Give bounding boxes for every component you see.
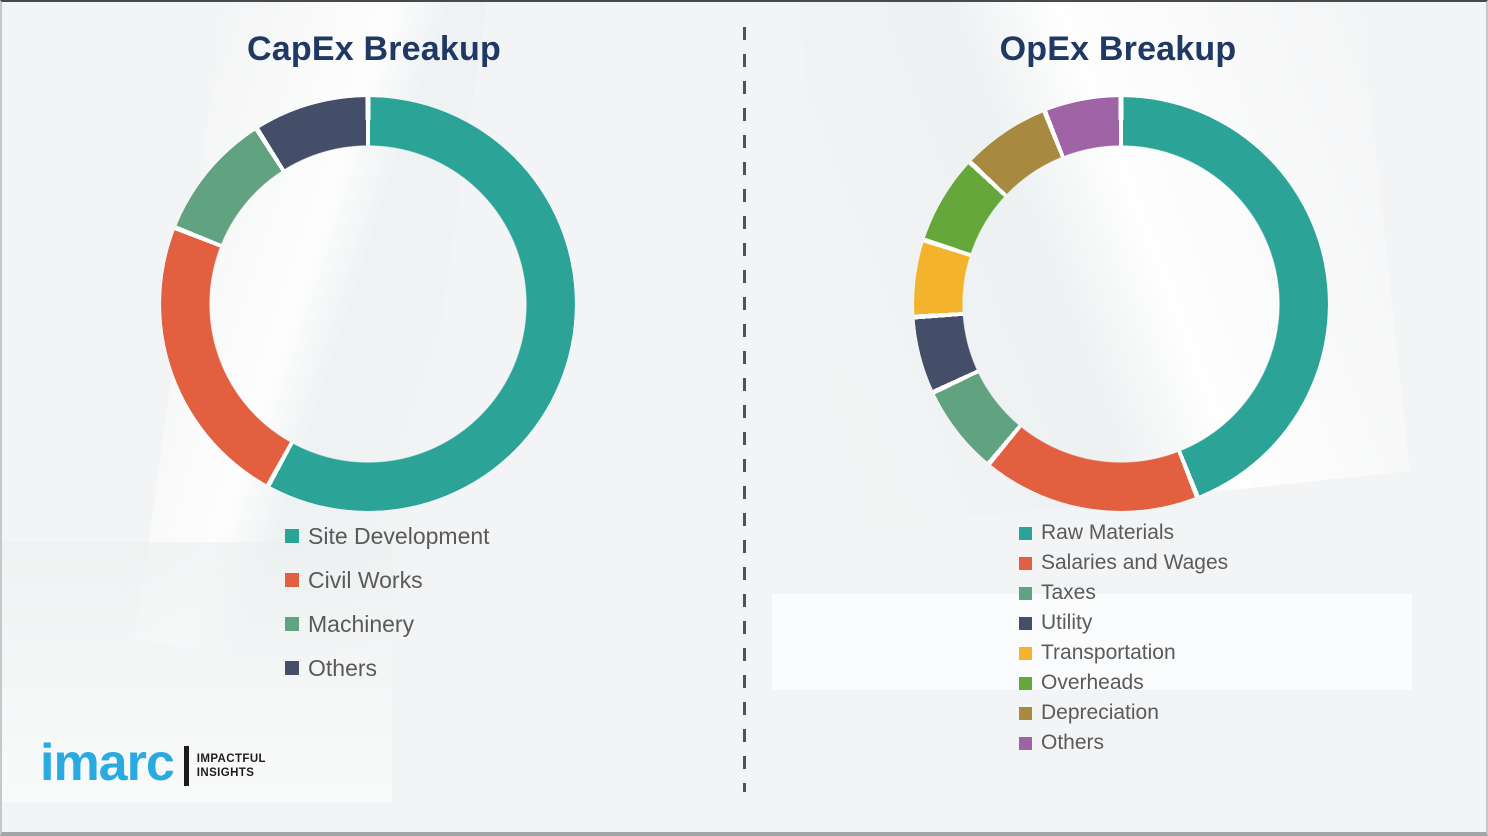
legend-label: Others — [308, 654, 378, 681]
legend-item-others: Others — [285, 646, 490, 690]
legend-swatch — [1019, 706, 1032, 720]
legend-swatch — [285, 573, 299, 587]
legend-label: Transportation — [1041, 641, 1176, 664]
legend-item-depreciation: Depreciation — [1019, 698, 1228, 728]
legend-swatch — [1019, 616, 1032, 630]
imarc-logo-tagline: IMPACTFUL INSIGHTS — [197, 752, 266, 781]
legend-label: Others — [1041, 731, 1105, 754]
legend-swatch — [1019, 586, 1032, 600]
legend-item-civil-works: Civil Works — [285, 558, 490, 602]
legend-item-site-development: Site Development — [285, 514, 490, 558]
legend-swatch — [1019, 526, 1032, 540]
opex-donut-chart — [914, 97, 1328, 511]
legend-label: Overheads — [1041, 671, 1144, 694]
opex-legend: Raw Materials Salaries and Wages Taxes Util… — [1019, 518, 1228, 758]
vertical-dashed-divider — [743, 27, 746, 792]
legend-label: Machinery — [308, 610, 415, 637]
opex-chart-title: OpEx Breakup — [999, 30, 1237, 68]
imarc-logo-wordmark: imarc — [40, 734, 175, 792]
legend-swatch — [1019, 556, 1032, 570]
capex-legend: Site Development Civil Works Machinery Othe… — [285, 514, 490, 690]
legend-swatch — [1019, 736, 1032, 750]
legend-item-taxes: Taxes — [1019, 578, 1228, 608]
capex-chart-title: CapEx Breakup — [247, 30, 501, 68]
legend-item-machinery: Machinery — [285, 602, 490, 646]
legend-label: Raw Materials — [1041, 521, 1175, 544]
legend-item-others: Others — [1019, 728, 1228, 758]
legend-item-transportation: Transportation — [1019, 638, 1228, 668]
imarc-logo-separator — [183, 746, 189, 787]
legend-item-utility: Utility — [1019, 608, 1228, 638]
legend-swatch — [285, 529, 299, 543]
legend-label: Taxes — [1041, 581, 1096, 604]
legend-item-raw-materials: Raw Materials — [1019, 518, 1228, 548]
imarc-logo-tagline-line1: IMPACTFUL — [196, 753, 266, 766]
legend-label: Civil Works — [308, 566, 423, 593]
legend-swatch — [1019, 676, 1032, 690]
legend-swatch — [285, 661, 299, 675]
legend-item-salaries-and-wages: Salaries and Wages — [1019, 548, 1228, 578]
legend-label: Depreciation — [1041, 701, 1159, 724]
legend-swatch — [1019, 646, 1032, 660]
legend-swatch — [285, 617, 299, 631]
legend-item-overheads: Overheads — [1019, 668, 1228, 698]
legend-label: Site Development — [308, 522, 490, 549]
imarc-logo: imarc IMPACTFUL INSIGHTS — [40, 734, 266, 792]
capex-donut-chart — [161, 97, 575, 511]
legend-label: Salaries and Wages — [1041, 551, 1229, 574]
legend-label: Utility — [1041, 611, 1093, 634]
imarc-logo-tagline-line2: INSIGHTS — [196, 767, 255, 780]
